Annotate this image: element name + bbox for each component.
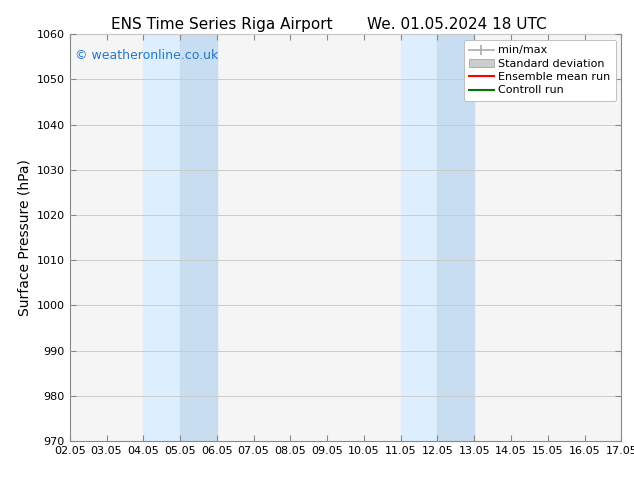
Legend: min/max, Standard deviation, Ensemble mean run, Controll run: min/max, Standard deviation, Ensemble me… bbox=[463, 40, 616, 101]
Bar bbox=[437, 34, 474, 441]
Bar bbox=[143, 34, 180, 441]
Text: ENS Time Series Riga Airport: ENS Time Series Riga Airport bbox=[111, 17, 333, 32]
Text: © weatheronline.co.uk: © weatheronline.co.uk bbox=[75, 49, 219, 62]
Bar bbox=[180, 34, 217, 441]
Bar bbox=[401, 34, 437, 441]
Y-axis label: Surface Pressure (hPa): Surface Pressure (hPa) bbox=[17, 159, 31, 316]
Text: We. 01.05.2024 18 UTC: We. 01.05.2024 18 UTC bbox=[366, 17, 547, 32]
